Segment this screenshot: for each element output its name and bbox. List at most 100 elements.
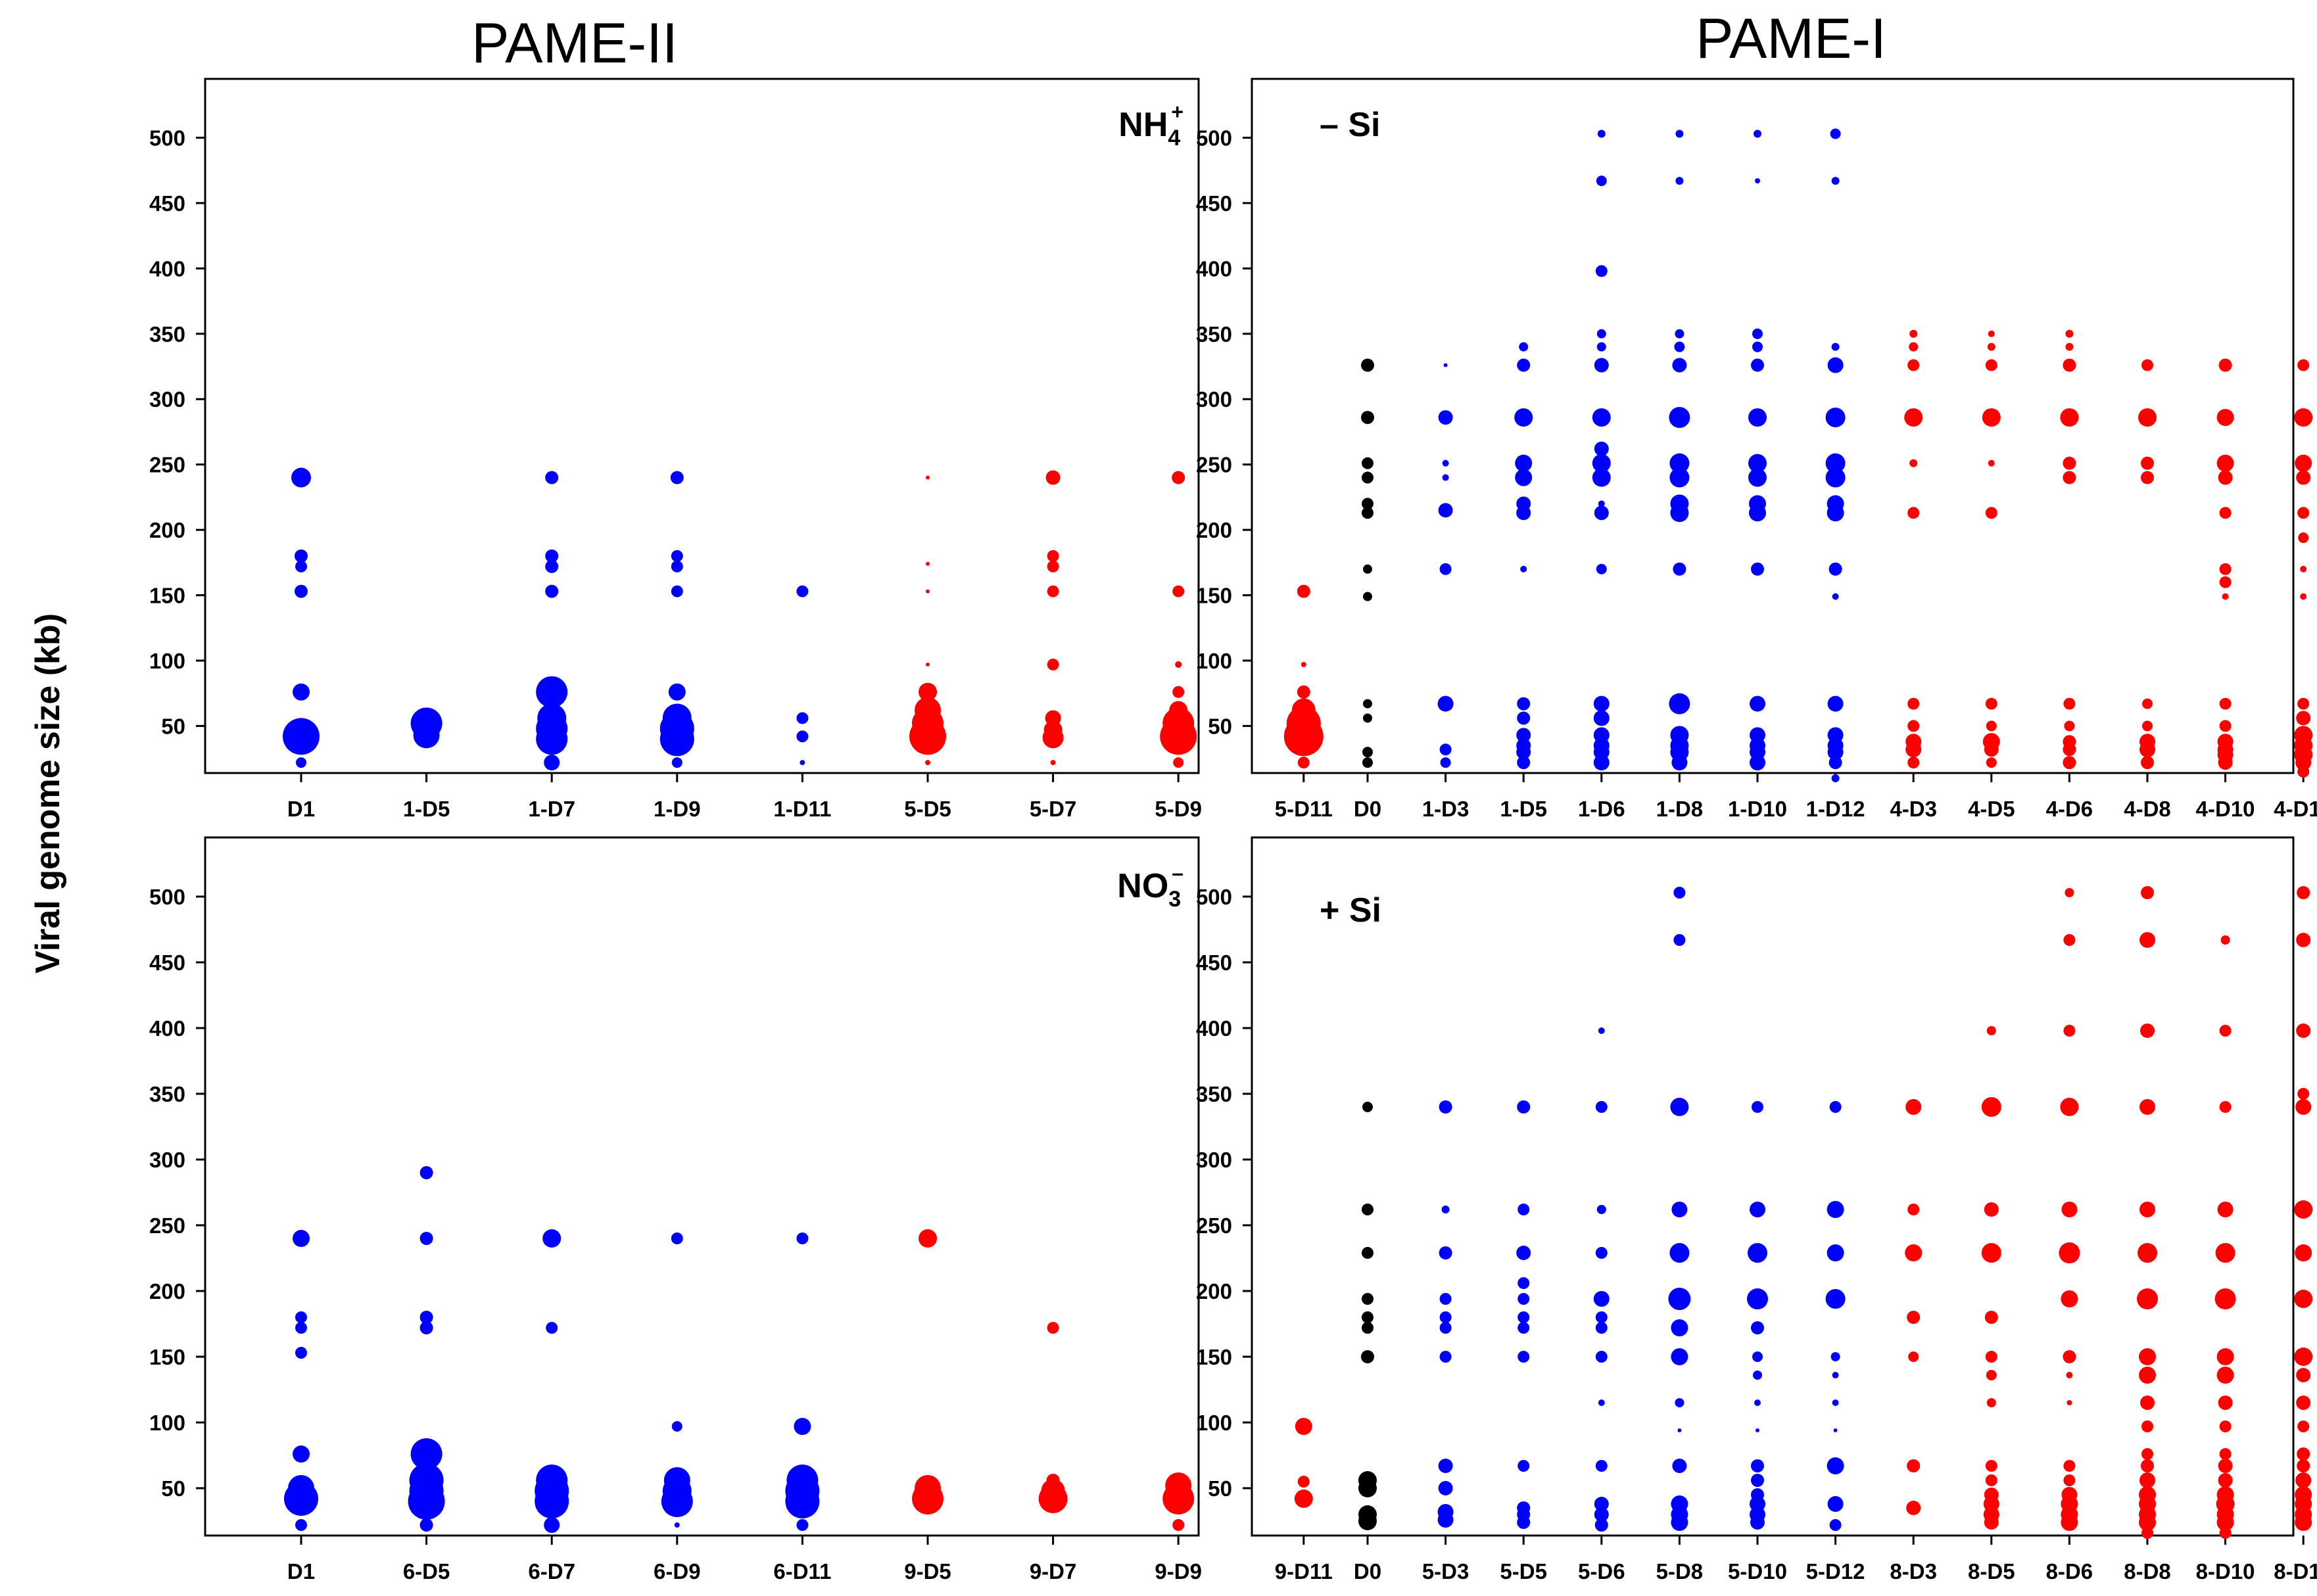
data-point xyxy=(2065,342,2074,351)
data-point xyxy=(1517,1460,1530,1472)
data-point xyxy=(1437,1512,1454,1528)
y-tick-label: 300 xyxy=(1196,387,1232,411)
data-point xyxy=(1675,177,1684,185)
data-point xyxy=(1294,1490,1313,1508)
x-tick-label: 1-D11 xyxy=(773,797,831,821)
data-point xyxy=(1831,177,1840,185)
data-point xyxy=(1831,342,1840,351)
data-point xyxy=(1598,500,1605,507)
panel-label-main: NH xyxy=(1118,106,1168,144)
data-point xyxy=(1988,459,1995,467)
data-point xyxy=(2139,1514,2156,1531)
data-point xyxy=(1748,1243,1767,1263)
panel-label: + Si xyxy=(1320,891,1381,929)
data-point xyxy=(2141,1527,2153,1539)
data-point xyxy=(1751,1321,1764,1334)
y-tick-label: 250 xyxy=(1196,453,1232,477)
data-point xyxy=(1437,695,1454,712)
data-point xyxy=(2294,408,2313,427)
data-point xyxy=(545,559,559,573)
data-point xyxy=(2296,1396,2311,1410)
data-point xyxy=(1439,743,1452,756)
data-point xyxy=(1751,1459,1764,1472)
data-point xyxy=(1675,129,1684,138)
data-point xyxy=(1361,358,1374,372)
data-point xyxy=(1439,1322,1452,1334)
x-tick-label: 1-D8 xyxy=(1656,797,1704,821)
panel-label-superscript: – xyxy=(1172,861,1183,885)
y-tick-label: 350 xyxy=(149,322,185,346)
y-tick-label: 350 xyxy=(1196,1082,1232,1106)
data-point xyxy=(2297,1088,2310,1100)
data-point xyxy=(1909,342,1919,352)
data-point xyxy=(1907,1311,1921,1324)
data-point xyxy=(796,585,809,598)
data-point xyxy=(1827,504,1844,522)
y-tick-label: 500 xyxy=(1196,885,1232,909)
y-tick-label: 50 xyxy=(161,1476,185,1501)
data-point xyxy=(1438,1459,1453,1473)
data-point xyxy=(545,471,559,484)
data-point xyxy=(661,1486,693,1517)
data-point xyxy=(1907,1204,1920,1215)
data-point xyxy=(2218,1473,2233,1488)
data-point xyxy=(545,584,559,598)
data-point xyxy=(1669,467,1690,488)
data-point xyxy=(1439,1246,1452,1259)
data-point xyxy=(1517,1204,1530,1215)
x-tick-label: 5-D12 xyxy=(1806,1559,1865,1584)
data-point xyxy=(2296,1023,2311,1038)
x-tick-label: 1-D12 xyxy=(1806,797,1865,821)
data-point xyxy=(2141,456,2154,470)
data-point xyxy=(1907,507,1920,519)
data-point xyxy=(1748,468,1767,487)
data-point xyxy=(1362,1247,1373,1259)
data-point xyxy=(785,1484,820,1518)
data-point xyxy=(2295,1472,2312,1488)
data-point xyxy=(1517,711,1531,725)
x-tick-label: 8-D5 xyxy=(1968,1559,2015,1584)
x-tick-label: 9-D7 xyxy=(1030,1559,1077,1584)
data-point xyxy=(2139,932,2155,948)
data-point xyxy=(1752,328,1763,339)
y-tick-label: 200 xyxy=(1196,518,1232,542)
data-point xyxy=(413,722,440,749)
data-point xyxy=(2220,935,2230,945)
data-point xyxy=(2300,593,2307,600)
data-point xyxy=(2218,755,2233,770)
data-point xyxy=(2140,1023,2155,1038)
data-point xyxy=(1754,1399,1761,1406)
data-point xyxy=(1519,342,1529,352)
data-point xyxy=(1520,565,1527,573)
data-point xyxy=(1825,453,1846,473)
data-point xyxy=(2294,1200,2313,1219)
data-point xyxy=(1828,756,1842,770)
data-point xyxy=(2141,1459,2154,1472)
data-point xyxy=(2139,1348,2156,1365)
data-point xyxy=(1672,1459,1687,1473)
data-point xyxy=(295,584,308,598)
data-point xyxy=(925,760,930,766)
data-point xyxy=(2061,1514,2078,1531)
data-point xyxy=(1909,459,1918,467)
data-point xyxy=(1593,755,1610,771)
panel-label-superscript: + xyxy=(1171,100,1183,124)
data-point xyxy=(1672,358,1687,373)
data-point xyxy=(2298,532,2309,544)
y-tick-label: 150 xyxy=(1196,584,1232,608)
data-point xyxy=(291,467,311,488)
data-point xyxy=(544,755,560,771)
y-tick-label: 200 xyxy=(149,1279,185,1303)
x-tick-label: 4-D10 xyxy=(2196,797,2255,821)
x-tick-label: 8-D3 xyxy=(1890,1559,1937,1584)
data-point xyxy=(2063,1460,2076,1472)
data-point xyxy=(1908,1351,1919,1362)
x-tick-label: 5-D5 xyxy=(1500,1559,1547,1584)
data-point xyxy=(926,475,930,480)
y-tick-label: 150 xyxy=(1196,1345,1232,1369)
data-point xyxy=(1362,1204,1373,1215)
data-point xyxy=(1595,1101,1608,1113)
data-point xyxy=(1985,1474,1997,1486)
y-tick-label: 400 xyxy=(149,256,185,281)
data-point xyxy=(1827,1457,1844,1474)
